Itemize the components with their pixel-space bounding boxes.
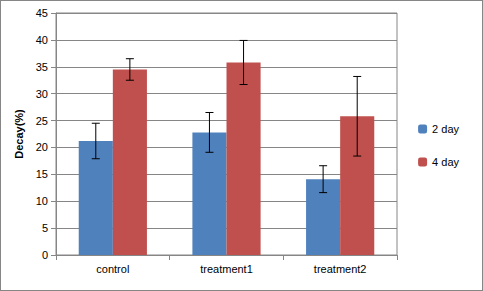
svg-text:40: 40: [36, 34, 48, 46]
svg-text:treatment2: treatment2: [314, 263, 367, 275]
svg-text:20: 20: [36, 141, 48, 153]
svg-text:35: 35: [36, 61, 48, 73]
svg-text:5: 5: [42, 222, 48, 234]
svg-text:15: 15: [36, 168, 48, 180]
svg-text:Decay(%): Decay(%): [13, 109, 25, 159]
svg-text:4 day: 4 day: [432, 156, 459, 168]
svg-text:control: control: [96, 263, 129, 275]
svg-text:treatment1: treatment1: [200, 263, 253, 275]
svg-text:2 day: 2 day: [432, 123, 459, 135]
svg-text:10: 10: [36, 195, 48, 207]
svg-text:25: 25: [36, 115, 48, 127]
svg-text:45: 45: [36, 7, 48, 19]
svg-text:0: 0: [42, 249, 48, 261]
svg-text:30: 30: [36, 88, 48, 100]
